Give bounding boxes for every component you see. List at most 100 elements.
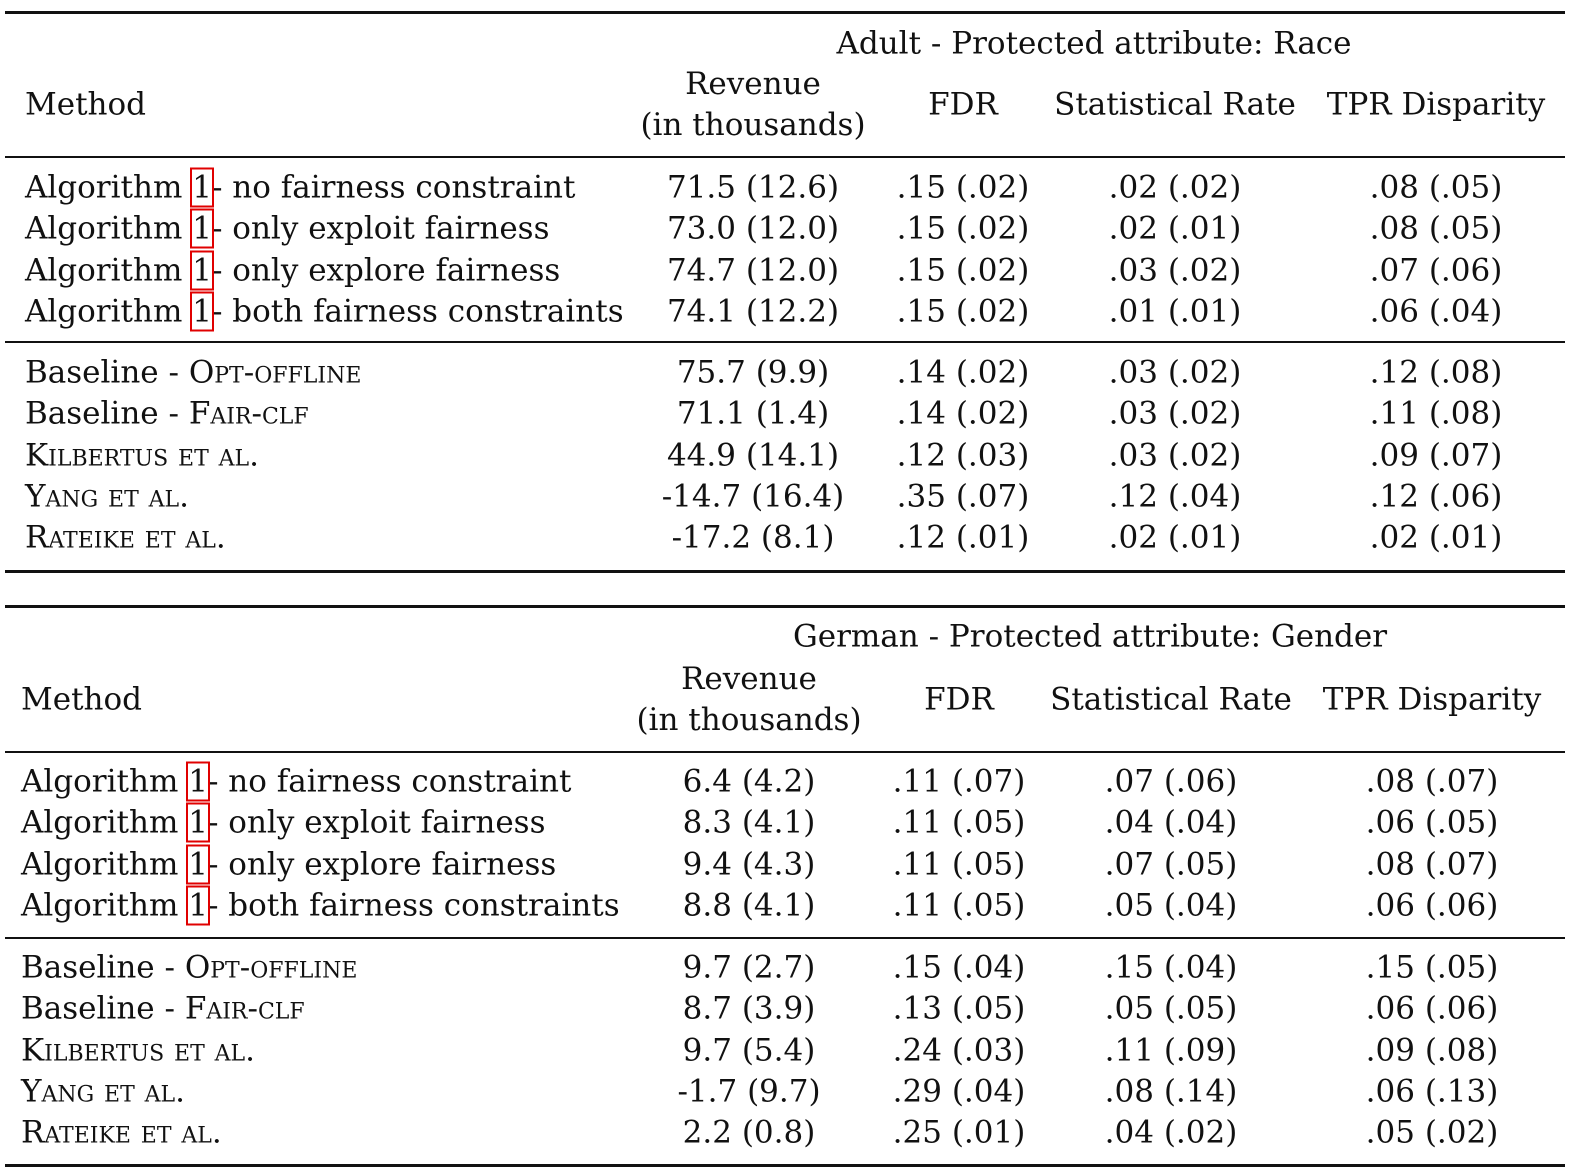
value-cell: .05 (.02) [1365,1114,1499,1151]
method-cell: Baseline - Opt-offline [21,949,357,986]
header-line: Revenue [681,660,817,697]
method-text: - no fairness constraint [207,763,572,800]
value-cell: 6.4 (4.2) [682,763,816,800]
method-cell: Rateike et al. [21,1114,222,1151]
value-cell: .12 (.06) [1369,478,1503,515]
value-cell: .04 (.04) [1104,804,1238,841]
header-line: Statistical Rate [1050,681,1292,718]
method-text: Opt-offline [188,354,362,391]
value-cell: .24 (.03) [892,1032,1026,1069]
value-cell: .15 (.04) [1104,949,1238,986]
column-header: Statistical Rate [1054,84,1296,125]
method-text: - both fairness constraints [207,887,620,924]
table-caption: Adult - Protected attribute: Race [836,25,1352,62]
value-cell: .12 (.04) [1108,478,1242,515]
method-text: - no fairness constraint [211,169,576,206]
value-cell: 9.7 (5.4) [682,1032,816,1069]
value-cell: -17.2 (8.1) [671,519,835,556]
method-cell: Baseline - Fair-clf [25,395,309,432]
table-rule [5,937,1565,939]
value-cell: .15 (.04) [892,949,1026,986]
value-cell: .02 (.01) [1369,519,1503,556]
method-text: Algorithm [25,169,193,206]
reference-link[interactable]: 1 [190,167,214,208]
column-header: TPR Disparity [1327,84,1545,125]
value-cell: .03 (.02) [1108,354,1242,391]
value-cell: .15 (.02) [896,169,1030,206]
header-line: TPR Disparity [1326,86,1546,123]
method-cell: Algorithm 1- no fairness constraint [25,167,576,208]
value-cell: .15 (.02) [896,293,1030,330]
value-cell: .06 (.13) [1365,1073,1499,1110]
header-line: Method [25,86,147,123]
column-header: TPR Disparity [1323,679,1541,720]
value-cell: .25 (.01) [892,1114,1026,1151]
value-cell: 2.2 (0.8) [682,1114,816,1151]
value-cell: 9.7 (2.7) [682,949,816,986]
value-cell: .04 (.02) [1104,1114,1238,1151]
method-text: Algorithm [25,252,193,289]
value-cell: .15 (.02) [896,210,1030,247]
method-text: Baseline - [21,990,185,1027]
reference-link[interactable]: 1 [186,844,210,885]
value-cell: .07 (.06) [1369,252,1503,289]
method-cell: Rateike et al. [25,522,226,554]
method-cell: Kilbertus et al. [21,1035,255,1066]
method-text: Algorithm [25,293,193,330]
reference-link[interactable]: 1 [190,250,214,291]
value-cell: 8.8 (4.1) [682,887,816,924]
reference-link[interactable]: 1 [186,802,210,843]
method-cell: Algorithm 1- only explore fairness [21,844,556,885]
method-text: Kilbertus et al. [21,1032,255,1069]
reference-link[interactable]: 1 [190,291,214,332]
value-cell: .06 (.06) [1365,990,1499,1027]
table-rule [5,10,1565,14]
value-cell: .02 (.01) [1108,210,1242,247]
method-text: Fair-clf [184,990,305,1027]
value-cell: .14 (.02) [896,354,1030,391]
header-line: Statistical Rate [1054,86,1296,123]
header-line: Revenue [685,65,821,102]
method-text: Algorithm [21,846,189,883]
value-cell: 73.0 (12.0) [666,210,840,247]
value-cell: .07 (.05) [1104,846,1238,883]
method-cell: Baseline - Opt-offline [25,354,362,391]
method-text: Baseline - [21,949,185,986]
value-cell: .01 (.01) [1108,293,1242,330]
value-cell: .15 (.05) [1365,949,1499,986]
value-cell: .11 (.05) [892,804,1026,841]
value-cell: .12 (.08) [1369,354,1503,391]
column-header: FDR [928,84,998,125]
method-text: Baseline - [25,395,189,432]
reference-link[interactable]: 1 [186,761,210,802]
value-cell: .11 (.05) [892,887,1026,924]
value-cell: 74.1 (12.2) [666,293,840,330]
value-cell: .03 (.02) [1108,437,1242,474]
reference-link[interactable]: 1 [190,208,214,249]
table-rule [5,569,1565,573]
method-text: - only exploit fairness [207,804,546,841]
column-header: FDR [924,679,994,720]
value-cell: .29 (.04) [892,1073,1026,1110]
value-cell: .11 (.08) [1369,395,1503,432]
method-cell: Algorithm 1- only explore fairness [25,250,560,291]
value-cell: .14 (.02) [896,395,1030,432]
table-rule [5,1163,1565,1167]
value-cell: -14.7 (16.4) [661,478,845,515]
value-cell: .15 (.02) [896,252,1030,289]
value-cell: .12 (.01) [896,519,1030,556]
value-cell: .35 (.07) [896,478,1030,515]
table-caption: German - Protected attribute: Gender [792,618,1388,655]
value-cell: 71.1 (1.4) [676,395,830,432]
method-text: Rateike et al. [21,1114,222,1151]
value-cell: .08 (.07) [1365,763,1499,800]
method-text: Yang et al. [21,1073,185,1110]
value-cell: .11 (.05) [892,846,1026,883]
value-cell: .12 (.03) [896,437,1030,474]
method-cell: Yang et al. [25,481,189,512]
value-cell: .08 (.14) [1104,1073,1238,1110]
reference-link[interactable]: 1 [186,885,210,926]
value-cell: .03 (.02) [1108,252,1242,289]
column-header: Revenue (in thousands) [636,659,861,741]
